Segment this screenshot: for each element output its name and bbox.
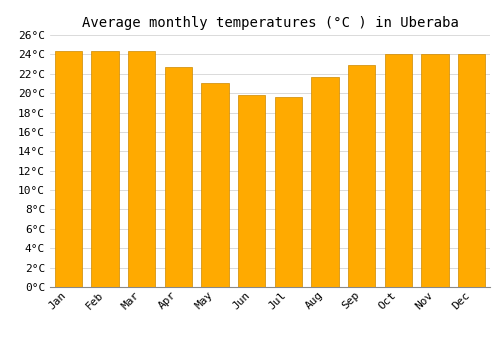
Bar <box>54 51 82 287</box>
Bar <box>421 54 448 287</box>
Bar <box>458 54 485 287</box>
Bar <box>274 97 302 287</box>
Bar <box>311 77 339 287</box>
Bar <box>384 54 412 287</box>
Bar <box>128 50 156 287</box>
Bar <box>348 65 376 287</box>
Bar <box>238 95 266 287</box>
Title: Average monthly temperatures (°C ) in Uberaba: Average monthly temperatures (°C ) in Ub… <box>82 16 458 30</box>
Bar <box>91 50 119 287</box>
Bar <box>164 67 192 287</box>
Bar <box>201 83 229 287</box>
